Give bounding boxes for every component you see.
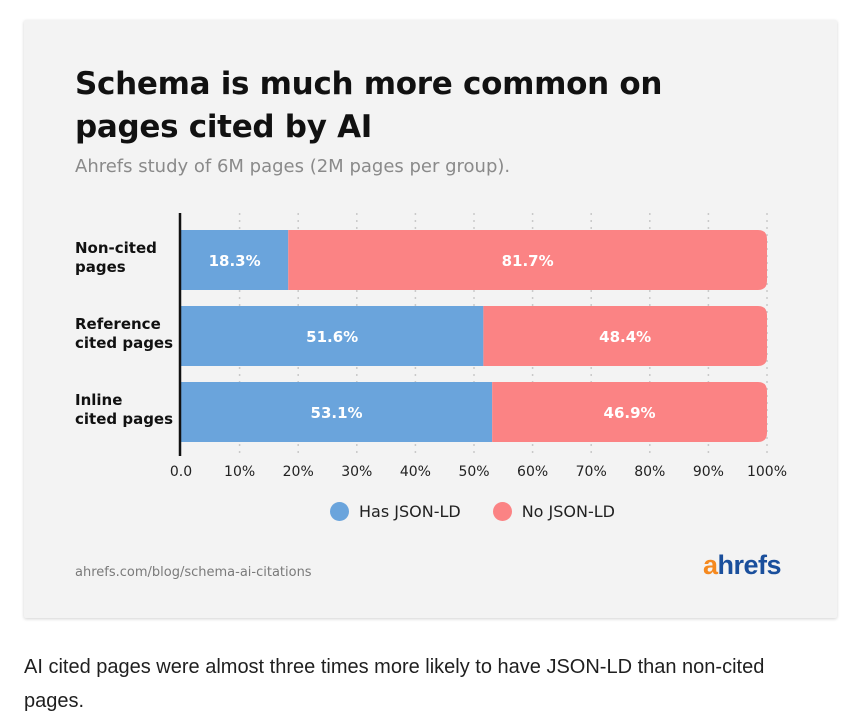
category-label: Inline cited pages: [75, 391, 173, 428]
chart-card: Schema is much more common on pages cite…: [24, 20, 837, 618]
bar-segment: [483, 306, 767, 366]
legend-item-has-json-ld: Has JSON-LD: [330, 502, 461, 521]
x-tick-label: 60%: [517, 464, 548, 480]
x-tick-label: 40%: [400, 464, 431, 480]
data-label: 51.6%: [306, 328, 358, 346]
x-tick-label: 0.0: [170, 464, 192, 480]
data-label: 48.4%: [599, 328, 651, 346]
data-label: 46.9%: [604, 404, 656, 422]
chart-subtitle: Ahrefs study of 6M pages (2M pages per g…: [75, 156, 511, 177]
caption-text: AI cited pages were almost three times m…: [24, 656, 765, 712]
x-tick-label: 20%: [283, 464, 314, 480]
legend-swatch-has-json-ld: [330, 502, 349, 521]
bar-segment: [492, 382, 767, 442]
stacked-bar-chart: 18.3% 81.7% Non-cited pages 51.6% 48.4% Refere…: [75, 213, 787, 480]
bar-segment: [181, 382, 493, 442]
x-tick-label: 90%: [693, 464, 724, 480]
bar-segment: [288, 230, 767, 290]
x-tick-label: 50%: [458, 464, 489, 480]
x-tick-label: 80%: [634, 464, 665, 480]
x-tick-label: 30%: [341, 464, 372, 480]
category-label: Non-cited pages: [75, 239, 157, 276]
chart-title: Schema is much more common on pages cite…: [75, 66, 663, 145]
source-url: ahrefs.com/blog/schema-ai-citations: [75, 565, 312, 580]
legend-label-no-json-ld: No JSON-LD: [521, 502, 615, 521]
bar-segment: [181, 306, 484, 366]
bar-segment: [181, 230, 289, 290]
legend: Has JSON-LD No JSON-LD: [330, 502, 615, 521]
x-tick-label: 10%: [224, 464, 255, 480]
category-label: Reference cited pages: [75, 315, 173, 352]
data-label: 18.3%: [209, 252, 261, 270]
legend-item-no-json-ld: No JSON-LD: [492, 502, 615, 521]
x-tick-label: 70%: [576, 464, 607, 480]
legend-label-has-json-ld: Has JSON-LD: [359, 502, 461, 521]
data-label: 53.1%: [311, 404, 363, 422]
ahrefs-logo: ahrefs: [703, 550, 782, 580]
data-label: 81.7%: [502, 252, 554, 270]
legend-swatch-no-json-ld: [492, 502, 512, 521]
x-tick-label: 100%: [747, 464, 787, 480]
